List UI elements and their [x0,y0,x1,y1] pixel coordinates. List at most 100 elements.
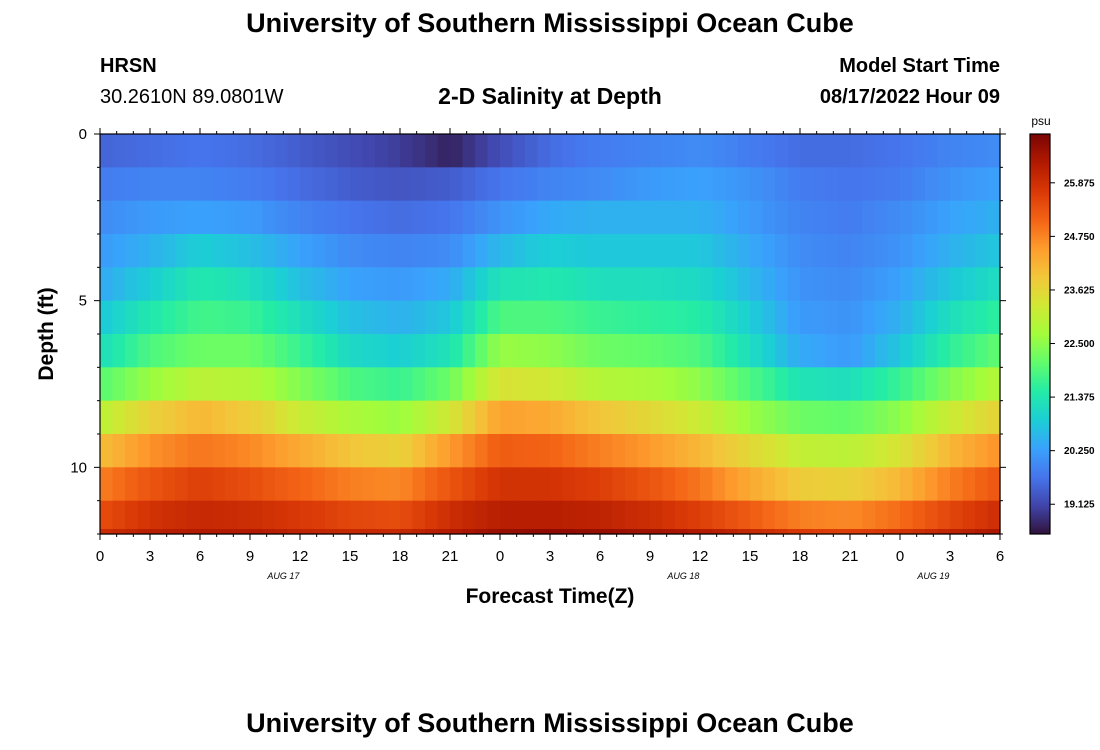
heatmap-cell [387,434,401,468]
heatmap-cell [525,334,539,368]
heatmap-cell [687,400,701,435]
heatmap-cell [300,434,314,468]
heatmap-cell [925,334,939,368]
heatmap-cell [750,300,764,335]
heatmap-cell [725,529,739,535]
heatmap-cell [750,267,764,302]
heatmap-cell [300,134,314,168]
heatmap-cell [562,267,576,302]
x-tick-label: 12 [292,548,309,565]
x-axis-label: Forecast Time(Z) [466,585,635,608]
heatmap-cell [362,367,376,402]
y-tick-label: 0 [79,126,87,143]
heatmap-cell [687,167,701,202]
heatmap-cell [475,167,489,202]
heatmap-cell [262,400,276,435]
heatmap-cell [237,300,251,335]
heatmap-cell [887,200,901,235]
heatmap-cell [937,200,951,235]
heatmap-cell [112,434,126,468]
heatmap-cell [962,334,976,368]
heatmap-cell [125,267,139,302]
heatmap-cell [737,434,751,468]
heatmap-cell [337,334,351,368]
heatmap-cell [212,500,226,530]
heatmap-cell [787,500,801,530]
heatmap-cell [325,529,339,535]
heatmap-cell [212,200,226,235]
heatmap-cell [575,434,589,468]
page-title: University of Southern Mississippi Ocean… [246,8,854,38]
heatmap-cell [950,200,964,235]
heatmap-cell [687,300,701,335]
heatmap-cell [212,367,226,402]
heatmap-cell [400,400,414,435]
heatmap-cell [837,334,851,368]
heatmap-cell [650,267,664,302]
heatmap-cell [550,434,564,468]
heatmap-cell [225,200,239,235]
heatmap-cell [337,267,351,302]
heatmap-cell [400,200,414,235]
heatmap-cell [687,467,701,502]
heatmap-cell [150,434,164,468]
heatmap-cell [175,467,189,502]
heatmap-cell [487,267,501,302]
heatmap-cell [325,334,339,368]
heatmap-cell [137,267,151,302]
heatmap-cell [650,167,664,202]
heatmap-cell [337,367,351,402]
heatmap-cell [312,134,326,168]
heatmap-cell [200,300,214,335]
heatmap-cell [312,334,326,368]
heatmap-cell [175,300,189,335]
heatmap-cell [137,134,151,168]
heatmap-cell [937,267,951,302]
heatmap-cell [187,167,201,202]
heatmap-cell [437,267,451,302]
heatmap-cell [687,134,701,168]
x-tick-label: 6 [196,548,204,565]
heatmap-cell [462,434,476,468]
heatmap-cell [975,267,989,302]
heatmap-cell [175,434,189,468]
heatmap-cell [612,400,626,435]
heatmap-cell [575,200,589,235]
heatmap-cell [750,500,764,530]
heatmap-cell [112,500,126,530]
heatmap-cell [987,500,1001,530]
heatmap-cell [337,134,351,168]
heatmap-cell [562,529,576,535]
heatmap-cell [900,134,914,168]
heatmap-cell [625,367,639,402]
heatmap-cell [137,400,151,435]
heatmap-cell [400,167,414,202]
heatmap-cell [312,400,326,435]
heatmap-cell [925,400,939,435]
heatmap-cell [800,467,814,502]
heatmap-cell [725,400,739,435]
heatmap-cell [737,467,751,502]
heatmap-cell [450,467,464,502]
heatmap-cell [525,500,539,530]
heatmap-cell [862,367,876,402]
heatmap-cell [637,529,651,535]
heatmap-cell [100,367,114,402]
heatmap-cell [600,267,614,302]
heatmap-cell [687,234,701,268]
heatmap-cell [762,434,776,468]
heatmap-cell [312,434,326,468]
heatmap-cell [125,234,139,268]
heatmap-cell [300,267,314,302]
heatmap-cell [700,529,714,535]
heatmap-cell [787,167,801,202]
heatmap-cell [450,529,464,535]
heatmap-cell [475,234,489,268]
heatmap-cell [675,200,689,235]
heatmap-cell [625,200,639,235]
heatmap-cell [837,200,851,235]
heatmap-cell [425,234,439,268]
heatmap-cell [162,234,176,268]
heatmap-cell [925,500,939,530]
heatmap-cell [162,529,176,535]
